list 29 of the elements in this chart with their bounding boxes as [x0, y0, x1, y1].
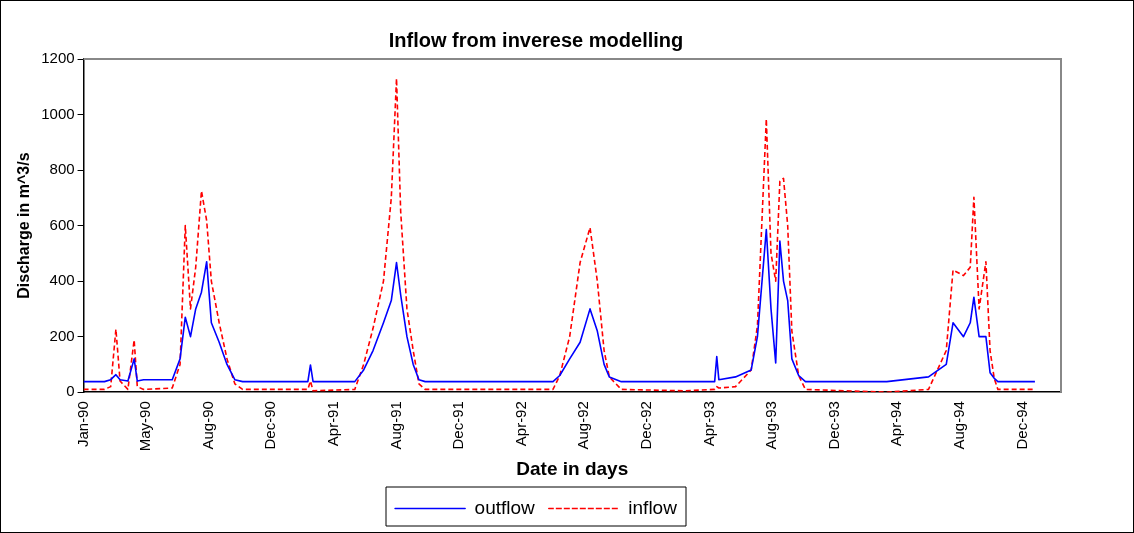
y-tick-label: 800: [49, 160, 75, 178]
legend-label: outflow: [474, 496, 536, 518]
x-tick-label: Aug-90: [198, 401, 216, 450]
x-tick-label: Apr-94: [887, 401, 905, 447]
y-tick-label: 1000: [41, 104, 75, 122]
x-tick-label: Aug-94: [949, 401, 967, 450]
x-tick-label: Dec-91: [449, 401, 467, 450]
x-tick-label: Dec-94: [1012, 401, 1030, 450]
x-axis-title: Date in days: [516, 457, 629, 479]
y-tick-label: 200: [49, 326, 75, 344]
x-tick-label: Apr-91: [324, 401, 342, 447]
legend-label: inflow: [628, 496, 678, 518]
y-tick-label: 400: [49, 271, 75, 289]
line-series: [83, 77, 1036, 393]
x-tick-label: Jan-90: [73, 401, 91, 448]
y-tick-label: 0: [66, 382, 75, 400]
chart-title: Inflow from inverese modelling: [388, 28, 684, 51]
x-tick-label: Dec-93: [824, 401, 842, 450]
x-tick-label: Apr-92: [511, 401, 529, 447]
x-tick-label: Apr-93: [699, 401, 717, 447]
x-tick-label: Dec-90: [261, 401, 279, 450]
y-tick-label: 600: [49, 215, 75, 233]
y-axis-title: Discharge in m^3/s: [15, 152, 33, 299]
x-tick-label: Dec-92: [637, 401, 655, 450]
x-tick-label: Aug-93: [762, 401, 780, 450]
y-tick-label: 1200: [41, 49, 75, 67]
x-tick-label: Aug-91: [386, 401, 404, 450]
x-tick-label: Aug-92: [574, 401, 592, 450]
x-tick-label: May-90: [136, 401, 154, 452]
